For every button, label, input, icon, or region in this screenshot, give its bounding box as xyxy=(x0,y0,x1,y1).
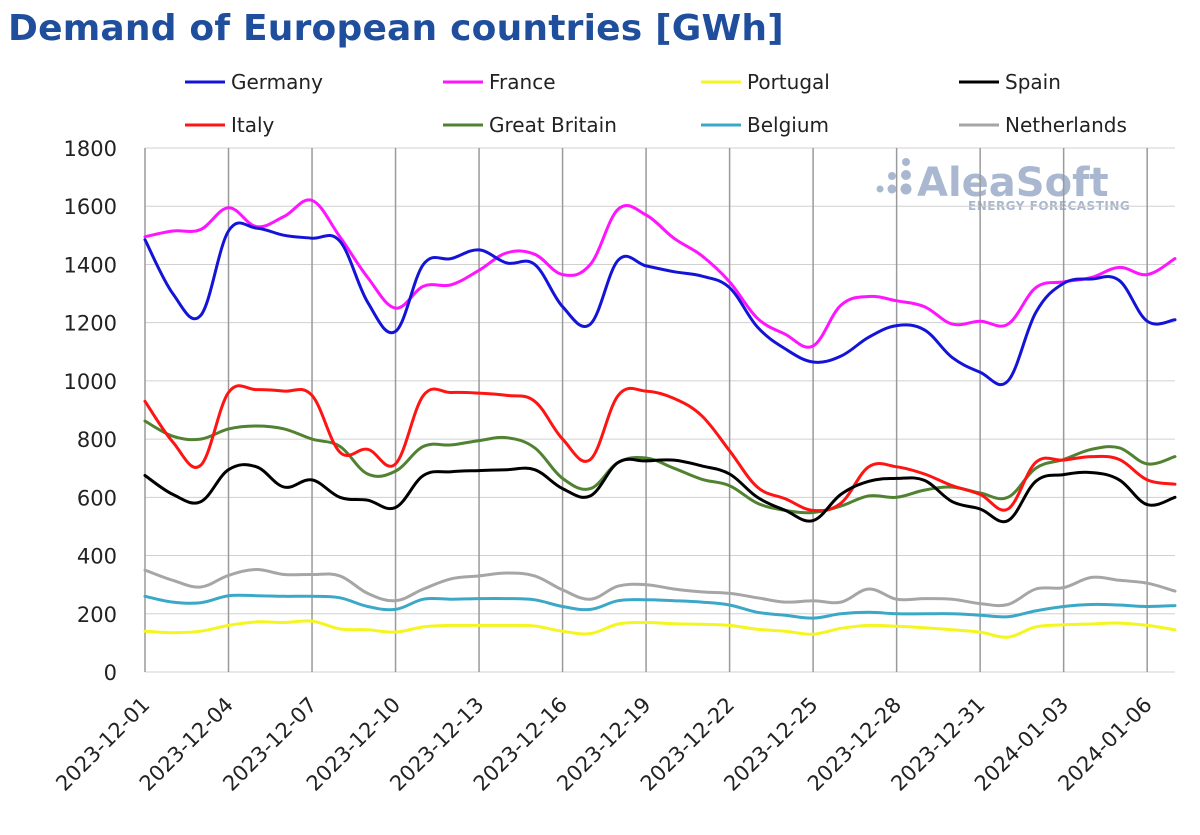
series-line-germany xyxy=(143,221,1177,387)
legend-item-belgium: Belgium xyxy=(701,113,829,137)
y-tick-label: 600 xyxy=(77,486,117,510)
legend-item-great-britain: Great Britain xyxy=(443,113,617,137)
legend: Germany France Portugal Spain Italy Great Bri… xyxy=(185,70,1127,137)
series-line-great-britain xyxy=(143,419,1177,515)
series-line-spain xyxy=(143,457,1177,524)
legend-item-germany: Germany xyxy=(185,70,323,94)
y-tick-label: 1800 xyxy=(64,137,117,161)
legend-item-italy: Italy xyxy=(185,113,275,137)
y-tick-label: 400 xyxy=(77,545,117,569)
chart-title: Demand of European countries [GWh] xyxy=(8,8,784,49)
legend-item-portugal: Portugal xyxy=(701,70,830,94)
legend-label: Spain xyxy=(1005,70,1061,94)
legend-item-spain: Spain xyxy=(959,70,1061,94)
series-line-netherlands xyxy=(143,567,1177,608)
series-line-italy xyxy=(143,384,1177,513)
legend-label: Portugal xyxy=(747,70,830,94)
legend-label: Belgium xyxy=(747,113,829,137)
legend-label: Italy xyxy=(231,113,275,137)
y-tick-label: 800 xyxy=(77,428,117,452)
series-line-belgium xyxy=(143,593,1177,620)
aleasoft-watermark: AleaSoft ENERGY FORECASTING xyxy=(876,158,1130,213)
legend-label: Germany xyxy=(231,70,323,94)
legend-label: France xyxy=(489,70,556,94)
y-tick-label: 200 xyxy=(77,603,117,627)
legend-item-france: France xyxy=(443,70,556,94)
legend-label: Netherlands xyxy=(1005,113,1127,137)
legend-item-netherlands: Netherlands xyxy=(959,113,1127,137)
x-axis: 2023-12-012023-12-042023-12-072023-12-10… xyxy=(51,693,1156,796)
y-tick-label: 1600 xyxy=(64,195,117,219)
legend-label: Great Britain xyxy=(489,113,617,137)
y-tick-label: 1400 xyxy=(64,253,117,277)
series-line-portugal xyxy=(143,619,1177,639)
aleasoft-logo-dots-icon xyxy=(876,158,912,195)
watermark-brand: AleaSoft xyxy=(917,160,1109,206)
series-line-france xyxy=(143,198,1177,349)
y-tick-label: 1200 xyxy=(64,312,117,336)
series-lines xyxy=(143,198,1177,639)
gridlines xyxy=(144,147,1175,673)
y-tick-label: 1000 xyxy=(64,370,117,394)
y-axis: 0 200 400 600 800 1000 1200 1400 1600 1800 xyxy=(64,137,117,685)
y-tick-label: 0 xyxy=(104,661,117,685)
